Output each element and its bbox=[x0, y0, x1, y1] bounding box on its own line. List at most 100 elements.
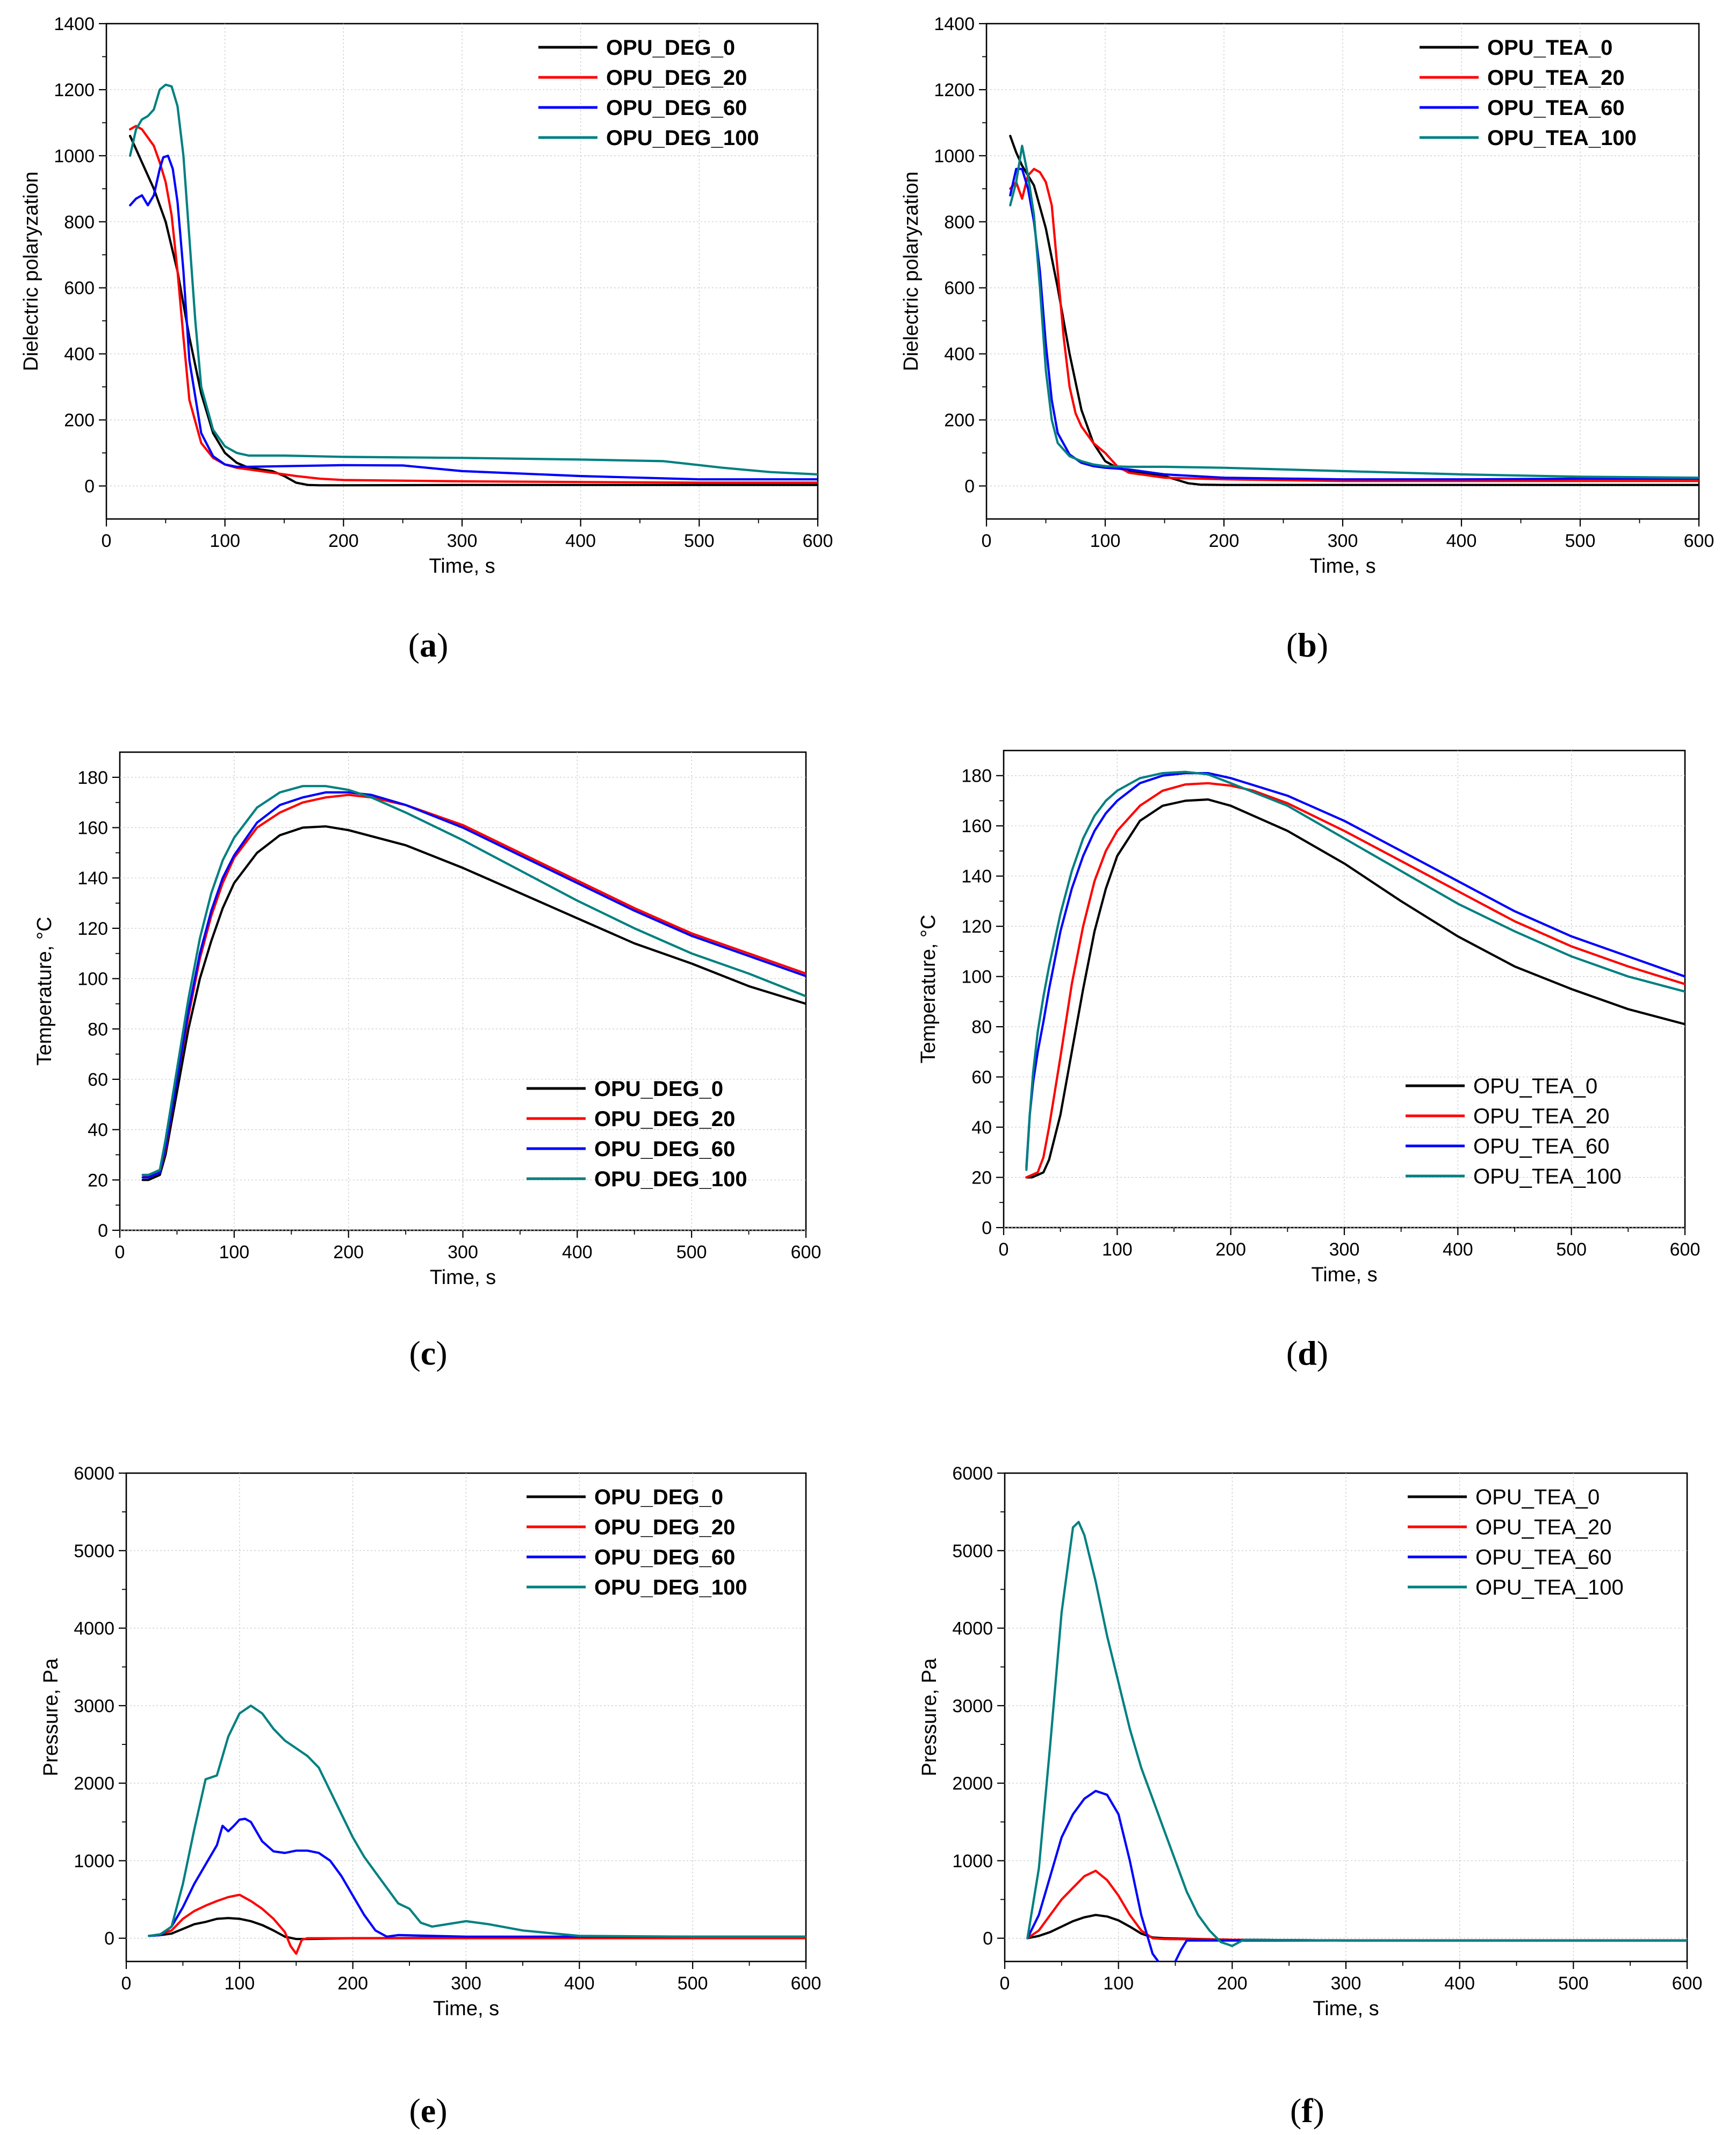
x-tick-label: 500 bbox=[684, 531, 715, 551]
x-tick-label: 400 bbox=[1444, 1973, 1475, 1994]
legend-label: OPU_DEG_20 bbox=[594, 1107, 735, 1131]
x-axis-label: Time, s bbox=[1311, 1264, 1377, 1286]
series-line-opu-tea-100 bbox=[1025, 770, 1685, 1171]
y-axis-label: Pressure, Pa bbox=[40, 1658, 62, 1777]
panel-caption: (f) bbox=[1290, 2091, 1324, 2130]
x-tick-label: 300 bbox=[451, 1973, 481, 1994]
panel-caption: (c) bbox=[409, 1334, 447, 1372]
legend-label: OPU_TEA_60 bbox=[1475, 1546, 1611, 1569]
series-line-opu-tea-20 bbox=[1009, 168, 1699, 482]
y-tick-label: 40 bbox=[971, 1117, 992, 1138]
y-axis-label: Temperature, °C bbox=[33, 917, 56, 1065]
series-line-opu-tea-0 bbox=[1009, 134, 1699, 486]
x-tick-label: 100 bbox=[1103, 1973, 1134, 1994]
chart-panel-e: 0 100 200 300 400 500 600010002000300040005000… bbox=[40, 1463, 821, 2130]
series-group bbox=[148, 1704, 806, 1955]
series-line-opu-deg-20 bbox=[129, 125, 818, 484]
chart-panel-f: 0 100 200 300 400 500 600010002000300040005000… bbox=[918, 1463, 1702, 2130]
legend-label: OPU_TEA_0 bbox=[1487, 36, 1612, 60]
series-line-opu-deg-60 bbox=[141, 791, 806, 1179]
x-tick-label: 0 bbox=[115, 1242, 125, 1263]
y-tick-label: 1000 bbox=[952, 1851, 993, 1871]
legend-label: OPU_TEA_100 bbox=[1473, 1165, 1622, 1188]
y-tick-label: 600 bbox=[64, 278, 95, 299]
x-axis-label: Time, s bbox=[1309, 555, 1375, 578]
x-tick-label: 400 bbox=[1443, 1239, 1473, 1260]
y-tick-label: 2000 bbox=[952, 1773, 993, 1794]
y-tick-label: 800 bbox=[64, 212, 95, 233]
legend-label: OPU_TEA_0 bbox=[1473, 1074, 1597, 1098]
y-tick-label: 120 bbox=[961, 917, 992, 937]
y-tick-label: 6000 bbox=[74, 1463, 114, 1484]
legend-label: OPU_TEA_20 bbox=[1473, 1105, 1609, 1128]
x-tick-label: 0 bbox=[999, 1239, 1009, 1260]
x-tick-label: 500 bbox=[1558, 1973, 1589, 1994]
series-line-opu-deg-0 bbox=[129, 134, 818, 487]
y-tick-label: 400 bbox=[944, 344, 975, 365]
legend-label: OPU_TEA_0 bbox=[1475, 1485, 1600, 1509]
legend-label: OPU_DEG_100 bbox=[606, 126, 759, 150]
y-tick-label: 0 bbox=[84, 477, 95, 497]
y-tick-label: 140 bbox=[961, 867, 992, 887]
x-tick-label: 500 bbox=[678, 1973, 708, 1994]
plot-area bbox=[985, 23, 1700, 520]
y-tick-label: 100 bbox=[961, 967, 992, 987]
panel-caption: (e) bbox=[409, 2091, 447, 2130]
x-tick-label: 300 bbox=[448, 1242, 478, 1263]
y-tick-label: 1400 bbox=[934, 14, 975, 34]
series-group bbox=[1009, 134, 1699, 486]
y-tick-label: 0 bbox=[983, 1929, 993, 1949]
series-line-opu-deg-20 bbox=[148, 1893, 806, 1955]
y-axis-label: Pressure, Pa bbox=[918, 1658, 941, 1777]
legend: OPU_DEG_0 OPU_DEG_20 OPU_DEG_60 OPU_DEG_100 bbox=[538, 36, 759, 150]
plot-area bbox=[105, 23, 819, 520]
chart-panel-c: 0 100 200 300 400 500 600 0 20 40 60 80 100 120 140 160… bbox=[33, 751, 821, 1372]
series-line-opu-deg-60 bbox=[148, 1817, 806, 1938]
y-tick-label: 0 bbox=[98, 1221, 108, 1241]
y-tick-label: 80 bbox=[88, 1019, 108, 1040]
y-tick-label: 5000 bbox=[74, 1541, 114, 1561]
x-tick-label: 200 bbox=[337, 1973, 368, 1994]
legend-label: OPU_DEG_60 bbox=[606, 96, 747, 120]
legend-label: OPU_DEG_0 bbox=[594, 1485, 723, 1509]
y-tick-label: 160 bbox=[961, 816, 992, 836]
y-tick-label: 60 bbox=[971, 1068, 992, 1088]
y-tick-label: 2000 bbox=[74, 1773, 114, 1794]
y-axis-label: Dielectric polaryzation bbox=[900, 171, 923, 371]
x-tick-label: 400 bbox=[564, 1973, 595, 1994]
chart-panel-b: 0 100 200 300 400 500 600 0 200 400 600 800 1000 1200… bbox=[900, 14, 1714, 664]
y-tick-label: 140 bbox=[77, 868, 108, 889]
y-tick-label: 5000 bbox=[952, 1541, 993, 1561]
x-tick-label: 600 bbox=[1670, 1239, 1701, 1260]
y-tick-label: 180 bbox=[961, 766, 992, 787]
y-tick-label: 4000 bbox=[952, 1619, 993, 1639]
series-group bbox=[129, 83, 818, 487]
legend-label: OPU_DEG_0 bbox=[606, 36, 735, 60]
x-tick-label: 0 bbox=[1000, 1973, 1010, 1994]
x-tick-label: 400 bbox=[1446, 531, 1477, 551]
y-tick-label: 120 bbox=[77, 919, 108, 939]
series-line-opu-tea-100 bbox=[1009, 145, 1699, 479]
x-tick-label: 100 bbox=[1102, 1239, 1133, 1260]
legend: OPU_TEA_0 OPU_TEA_20 OPU_TEA_60 OPU_TEA_100 bbox=[1406, 1074, 1622, 1188]
y-tick-label: 20 bbox=[88, 1170, 108, 1191]
panel-caption: (b) bbox=[1286, 626, 1328, 664]
legend-label: OPU_DEG_0 bbox=[594, 1077, 723, 1101]
legend-label: OPU_DEG_60 bbox=[594, 1137, 735, 1161]
x-tick-label: 500 bbox=[1556, 1239, 1587, 1260]
legend-label: OPU_TEA_100 bbox=[1487, 126, 1637, 150]
legend: OPU_TEA_0 OPU_TEA_20 OPU_TEA_60 OPU_TEA_100 bbox=[1420, 36, 1637, 150]
x-tick-label: 600 bbox=[803, 531, 833, 551]
y-tick-label: 200 bbox=[64, 410, 95, 431]
y-tick-label: 6000 bbox=[952, 1463, 993, 1484]
y-tick-label: 4000 bbox=[74, 1619, 114, 1639]
x-tick-label: 500 bbox=[676, 1242, 707, 1263]
x-tick-label: 500 bbox=[1565, 531, 1596, 551]
x-axis-label: Time, s bbox=[1313, 1997, 1379, 2020]
legend-label: OPU_DEG_60 bbox=[594, 1546, 735, 1569]
legend-label: OPU_TEA_20 bbox=[1487, 66, 1625, 90]
chart-panel-a: 0 100 200 300 400 500 600 0 200 400 600 800 1000 1200… bbox=[20, 14, 833, 664]
y-tick-label: 1200 bbox=[54, 80, 95, 100]
y-tick-label: 1000 bbox=[74, 1851, 114, 1871]
y-tick-label: 1400 bbox=[54, 14, 95, 34]
